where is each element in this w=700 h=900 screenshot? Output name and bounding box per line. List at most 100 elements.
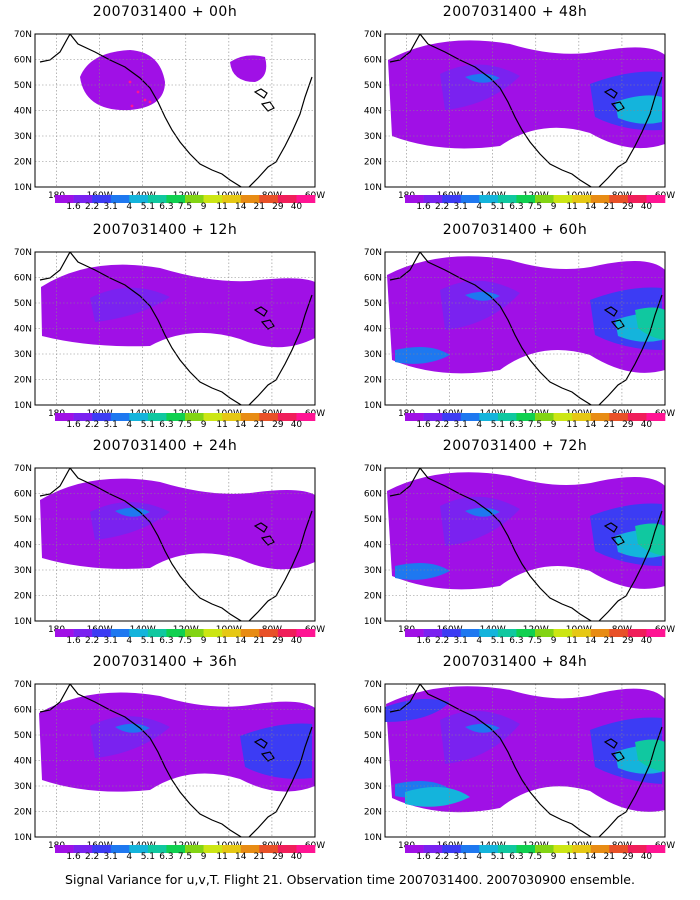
colorbar-swatch — [590, 413, 610, 421]
colorbar-swatch — [185, 413, 204, 421]
lat-label: 20N — [14, 158, 32, 168]
lat-label: 60N — [364, 706, 382, 716]
coastline — [39, 252, 71, 281]
colorbar-swatch — [627, 413, 647, 421]
coastline — [419, 252, 593, 405]
colorbar-label: 40 — [641, 636, 653, 646]
coastline — [69, 252, 243, 405]
colorbar-label: 40 — [641, 852, 653, 862]
colorbar-label: 9 — [551, 852, 557, 862]
lat-label: 50N — [364, 81, 382, 91]
variance-contour — [90, 287, 170, 322]
colorbar-swatch — [166, 845, 186, 853]
map-panel: 2007031400 + 48h70N60N50N40N30N20N10N180… — [350, 0, 680, 212]
panel-title: 2007031400 + 12h — [92, 222, 238, 238]
colorbar-swatch — [147, 195, 167, 203]
colorbar-label: 11 — [566, 202, 577, 212]
lat-label: 60N — [14, 274, 32, 284]
lat-label: 30N — [364, 782, 382, 792]
colorbar-label: 40 — [641, 202, 653, 212]
colorbar-swatch — [590, 629, 610, 637]
colorbar-swatch — [240, 413, 260, 421]
lat-label: 30N — [14, 350, 32, 360]
colorbar-swatch — [55, 195, 74, 203]
colorbar-label: 3.1 — [454, 202, 468, 212]
colorbar-swatch — [222, 629, 242, 637]
colorbar-swatch — [129, 195, 149, 203]
colorbar-swatch — [535, 845, 554, 853]
lat-label: 30N — [14, 566, 32, 576]
colorbar-swatch — [423, 845, 443, 853]
colorbar-label: 29 — [272, 202, 284, 212]
coastline — [253, 88, 275, 112]
colorbar-swatch — [497, 413, 517, 421]
colorbar-swatch — [147, 413, 167, 421]
colorbar-swatch — [259, 195, 279, 203]
colorbar-swatch — [535, 629, 554, 637]
coastline — [248, 510, 313, 621]
colorbar-swatch — [609, 413, 629, 421]
lat-label: 60N — [364, 274, 382, 284]
colorbar-swatch — [259, 413, 279, 421]
colorbar-swatch — [442, 195, 462, 203]
colorbar-label: 14 — [235, 636, 247, 646]
colorbar-label: 7.5 — [178, 636, 192, 646]
colorbar-label: 7.5 — [178, 202, 192, 212]
colorbar-swatch — [627, 845, 647, 853]
colorbar-swatch — [110, 629, 130, 637]
colorbar-swatch — [185, 195, 204, 203]
panel-title: 2007031400 + 84h — [442, 654, 588, 670]
coastline — [598, 76, 663, 187]
lat-label: 70N — [364, 680, 382, 690]
coastline — [69, 684, 243, 837]
lat-label: 60N — [364, 490, 382, 500]
colorbar-label: 2.2 — [435, 420, 449, 430]
colorbar-swatch — [55, 413, 74, 421]
coastline — [603, 306, 625, 330]
lat-label: 70N — [14, 248, 32, 258]
colorbar-swatch — [110, 845, 130, 853]
colorbar-swatch — [203, 845, 223, 853]
lat-label: 20N — [14, 808, 32, 818]
map-panel: 2007031400 + 60h70N60N50N40N30N20N10N180… — [350, 218, 680, 430]
lat-label: 50N — [364, 515, 382, 525]
colorbar-label: 2.2 — [435, 636, 449, 646]
colorbar-label: 11 — [216, 420, 227, 430]
colorbar-label: 4 — [476, 636, 482, 646]
colorbar-label: 1.6 — [416, 852, 431, 862]
colorbar-label: 2.2 — [85, 420, 99, 430]
colorbar-label: 2.2 — [85, 202, 99, 212]
variance-contour — [635, 739, 665, 772]
coastline — [69, 468, 243, 621]
colorbar-label: 4 — [476, 420, 482, 430]
lat-label: 20N — [14, 592, 32, 602]
variance-contour — [80, 50, 165, 111]
coastline — [389, 252, 421, 281]
colorbar-swatch — [110, 195, 130, 203]
colorbar-swatch — [222, 195, 242, 203]
colorbar-label: 6.3 — [509, 636, 523, 646]
colorbar-swatch — [277, 195, 297, 203]
colorbar-label: 11 — [566, 420, 577, 430]
coastline — [598, 726, 663, 837]
observation-point — [128, 80, 132, 84]
colorbar-swatch — [572, 629, 592, 637]
lat-label: 20N — [364, 808, 382, 818]
lat-label: 10N — [14, 617, 32, 627]
variance-contour — [465, 291, 500, 301]
colorbar-swatch — [277, 413, 297, 421]
colorbar-swatch — [609, 845, 629, 853]
colorbar-label: 5.1 — [141, 636, 155, 646]
colorbar-label: 3.1 — [454, 420, 468, 430]
colorbar-label: 40 — [291, 202, 303, 212]
colorbar-label: 21 — [254, 852, 265, 862]
coastline — [598, 510, 663, 621]
colorbar-label: 9 — [551, 202, 557, 212]
map-plot: 70N60N50N40N30N20N10N180160W140W120W100W… — [14, 680, 325, 862]
coastline — [253, 738, 275, 762]
lat-label: 10N — [364, 183, 382, 193]
colorbar-swatch — [572, 845, 592, 853]
colorbar-swatch — [646, 195, 666, 203]
colorbar-label: 1.6 — [66, 420, 81, 430]
colorbar-label: 5.1 — [141, 852, 155, 862]
